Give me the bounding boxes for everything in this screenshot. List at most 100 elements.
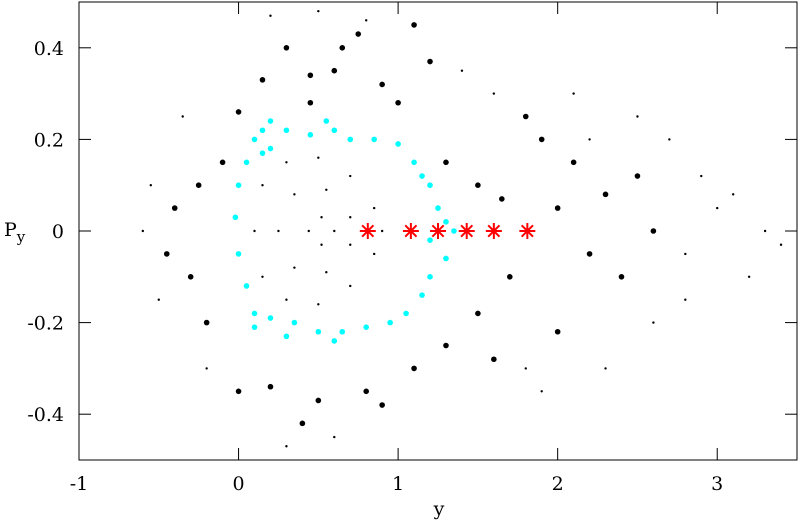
small-point — [261, 275, 264, 278]
star-point — [359, 223, 376, 239]
small-point — [317, 303, 320, 306]
small-point — [333, 435, 336, 439]
point — [187, 274, 194, 280]
point — [243, 159, 250, 166]
point — [339, 328, 346, 335]
small-point — [349, 284, 352, 288]
point — [387, 319, 393, 326]
small-point — [349, 243, 352, 246]
point — [419, 292, 425, 298]
y-axis-label: Py — [4, 219, 26, 246]
point — [403, 310, 409, 317]
small-point — [277, 229, 280, 233]
point — [232, 214, 239, 221]
point — [634, 173, 641, 179]
star-point — [485, 223, 502, 239]
star-point — [430, 223, 446, 239]
small-point — [700, 174, 703, 178]
point — [251, 136, 258, 143]
small-point — [157, 298, 160, 301]
small-point — [349, 216, 352, 219]
small-point — [349, 174, 352, 178]
point — [299, 420, 306, 427]
small-point — [141, 229, 145, 233]
star-point — [458, 223, 475, 239]
small-point — [325, 271, 328, 274]
point — [522, 113, 529, 120]
small-point — [307, 229, 310, 233]
point — [554, 205, 561, 211]
small-point — [716, 206, 719, 210]
small-point — [604, 367, 607, 370]
x-axis-label: y — [433, 498, 445, 520]
point — [331, 338, 338, 344]
point — [267, 118, 274, 124]
point — [251, 310, 258, 317]
small-point — [317, 156, 320, 159]
point — [570, 159, 577, 166]
small-point — [684, 252, 687, 256]
point — [331, 67, 338, 74]
point — [243, 283, 250, 289]
star-point — [402, 223, 419, 239]
small-point — [320, 216, 323, 219]
point — [171, 205, 178, 211]
point — [347, 136, 354, 143]
point — [443, 219, 449, 225]
point — [554, 328, 561, 335]
point — [163, 251, 170, 257]
point — [395, 141, 401, 147]
point — [363, 388, 370, 395]
point — [251, 324, 258, 330]
point — [259, 127, 266, 134]
small-point — [285, 161, 288, 164]
y-tick-label: -0.2 — [27, 313, 64, 335]
point — [443, 255, 449, 262]
small-point — [636, 115, 639, 118]
point — [331, 127, 338, 134]
point — [443, 342, 449, 349]
point — [602, 191, 609, 198]
small-point — [372, 206, 376, 210]
small-point — [365, 19, 368, 22]
point — [491, 356, 497, 363]
point — [419, 173, 425, 179]
x-tick-label: 0 — [233, 473, 245, 495]
star-point — [519, 223, 536, 239]
small-point — [293, 193, 296, 196]
point — [379, 402, 385, 408]
point — [307, 99, 314, 106]
y-tick-label: -0.4 — [27, 404, 64, 426]
point — [235, 109, 242, 115]
small-point — [763, 229, 767, 233]
point — [323, 118, 330, 124]
point — [427, 237, 433, 243]
point — [427, 274, 433, 280]
point — [355, 31, 362, 37]
point — [475, 310, 481, 317]
point — [307, 72, 314, 79]
point — [259, 77, 266, 83]
point — [379, 81, 385, 88]
point — [235, 182, 242, 188]
point — [315, 328, 322, 335]
point — [618, 274, 625, 280]
point — [435, 205, 441, 211]
y-tick-label: 0 — [52, 221, 64, 243]
point — [427, 58, 433, 65]
small-point — [372, 252, 376, 256]
small-point — [684, 298, 687, 301]
small-point — [149, 184, 152, 187]
small-point — [269, 14, 272, 17]
point — [363, 324, 370, 330]
point — [499, 196, 505, 202]
small-point — [524, 367, 527, 370]
point — [219, 159, 226, 166]
point — [475, 182, 481, 188]
y-tick-label: 0.4 — [34, 38, 64, 60]
point — [283, 127, 290, 134]
small-point — [205, 367, 208, 370]
point — [538, 136, 545, 143]
point — [267, 315, 274, 321]
small-point — [261, 184, 264, 187]
